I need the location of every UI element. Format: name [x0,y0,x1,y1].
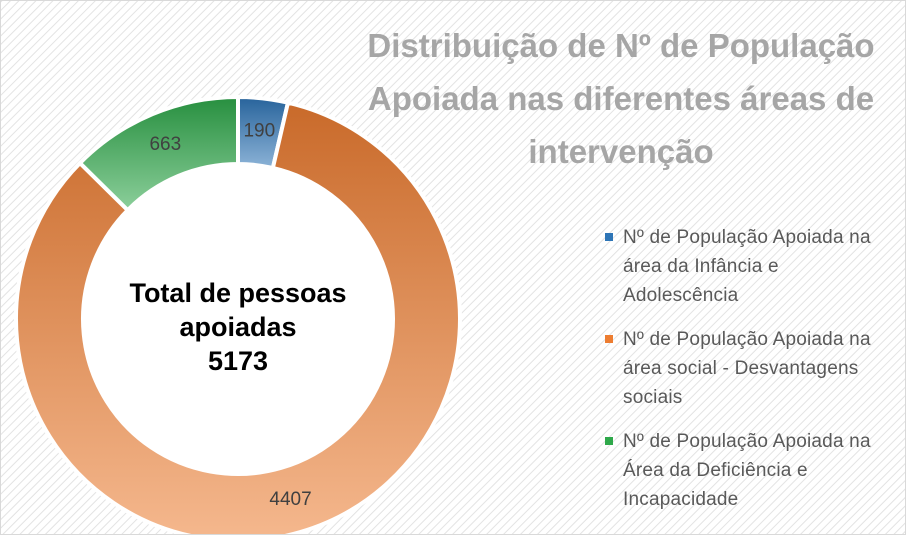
legend-swatch [605,437,613,445]
legend: Nº de População Apoiada na área da Infân… [605,223,895,529]
legend-item: Nº de População Apoiada na área social -… [605,325,895,412]
donut-hole [83,164,393,474]
data-label: 663 [149,134,181,155]
data-label: 190 [243,121,275,142]
legend-item: Nº de População Apoiada na área da Infân… [605,223,895,310]
legend-label: Nº de População Apoiada na área social -… [623,329,871,408]
center-value: 5173 [207,346,269,376]
data-label: 4407 [269,489,311,510]
legend-label: Nº de População Apoiada na Área da Defic… [623,431,871,510]
center-text: Total de pessoas apoiadas [129,278,347,342]
chart-title: Distribuição de Nº de População Apoiada … [367,27,875,170]
legend-label: Nº de População Apoiada na área da Infân… [623,227,871,306]
legend-swatch [605,335,613,343]
legend-swatch [605,233,613,241]
legend-item: Nº de População Apoiada na Área da Defic… [605,427,895,514]
center-label: Total de pessoas apoiadas 5173 [98,276,378,378]
donut-slice [77,94,240,213]
